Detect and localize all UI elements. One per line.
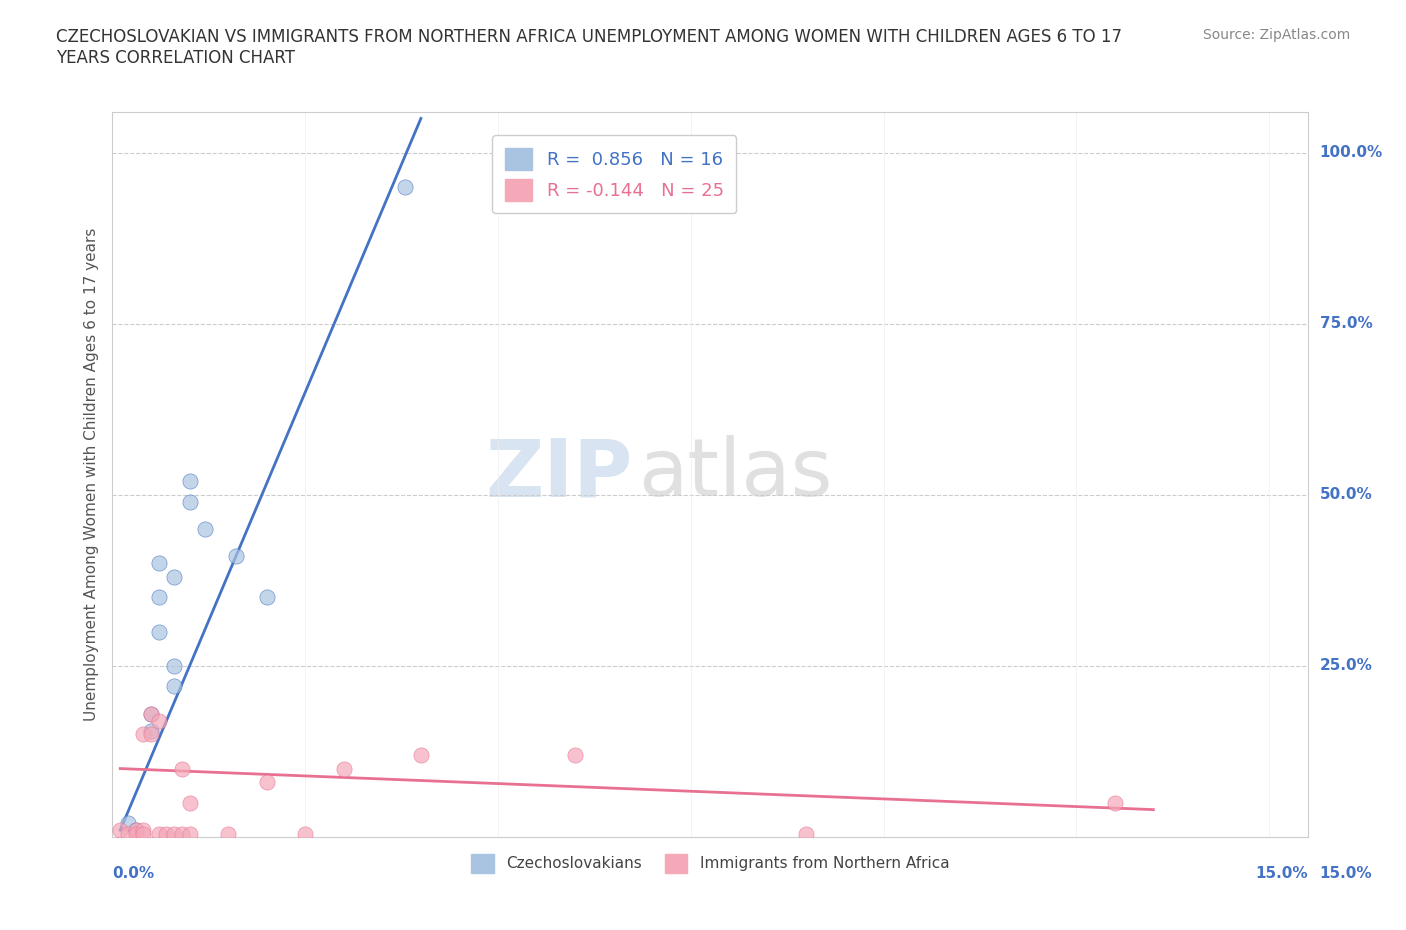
Point [148,713,170,728]
Point [132,826,155,841]
Point [294,826,316,841]
Text: Source: ZipAtlas.com: Source: ZipAtlas.com [1202,28,1350,42]
Point [139,707,162,722]
Point [256,775,278,790]
Point [148,590,170,604]
Point [139,724,162,738]
Point [124,823,146,838]
Point [1104,795,1126,810]
Point [132,727,155,742]
Point [256,590,278,604]
Point [132,823,155,838]
Text: 75.0%: 75.0% [1320,316,1372,331]
Point [333,761,356,776]
Text: CZECHOSLOVAKIAN VS IMMIGRANTS FROM NORTHERN AFRICA UNEMPLOYMENT AMONG WOMEN WITH: CZECHOSLOVAKIAN VS IMMIGRANTS FROM NORTH… [56,28,1122,67]
Point [179,826,201,841]
Point [170,826,193,841]
Point [564,748,586,763]
Point [163,658,186,673]
Text: 25.0%: 25.0% [1320,658,1372,673]
Point [124,823,146,838]
Point [409,748,432,763]
Point [179,473,201,488]
Point [194,522,217,537]
Text: 50.0%: 50.0% [1320,487,1372,502]
Point [139,707,162,722]
Point [148,556,170,571]
Text: 15.0%: 15.0% [1320,866,1372,881]
Point [108,823,131,838]
Point [796,826,818,841]
Point [163,569,186,584]
Point [179,795,201,810]
Legend: Czechoslovakians, Immigrants from Northern Africa: Czechoslovakians, Immigrants from Northe… [463,846,957,880]
Text: atlas: atlas [638,435,832,513]
Point [155,826,177,841]
Point [179,494,201,509]
Point [163,679,186,694]
Point [148,826,170,841]
Point [117,826,139,841]
Text: ZIP: ZIP [485,435,633,513]
Point [225,549,247,564]
Text: 15.0%: 15.0% [1256,866,1308,881]
Point [394,179,416,194]
Text: 0.0%: 0.0% [112,866,155,881]
Point [139,727,162,742]
Point [117,816,139,830]
Point [148,624,170,639]
Y-axis label: Unemployment Among Women with Children Ages 6 to 17 years: Unemployment Among Women with Children A… [83,228,98,721]
Point [124,826,146,841]
Point [217,826,239,841]
Text: 100.0%: 100.0% [1320,145,1382,160]
Point [170,761,193,776]
Point [163,826,186,841]
